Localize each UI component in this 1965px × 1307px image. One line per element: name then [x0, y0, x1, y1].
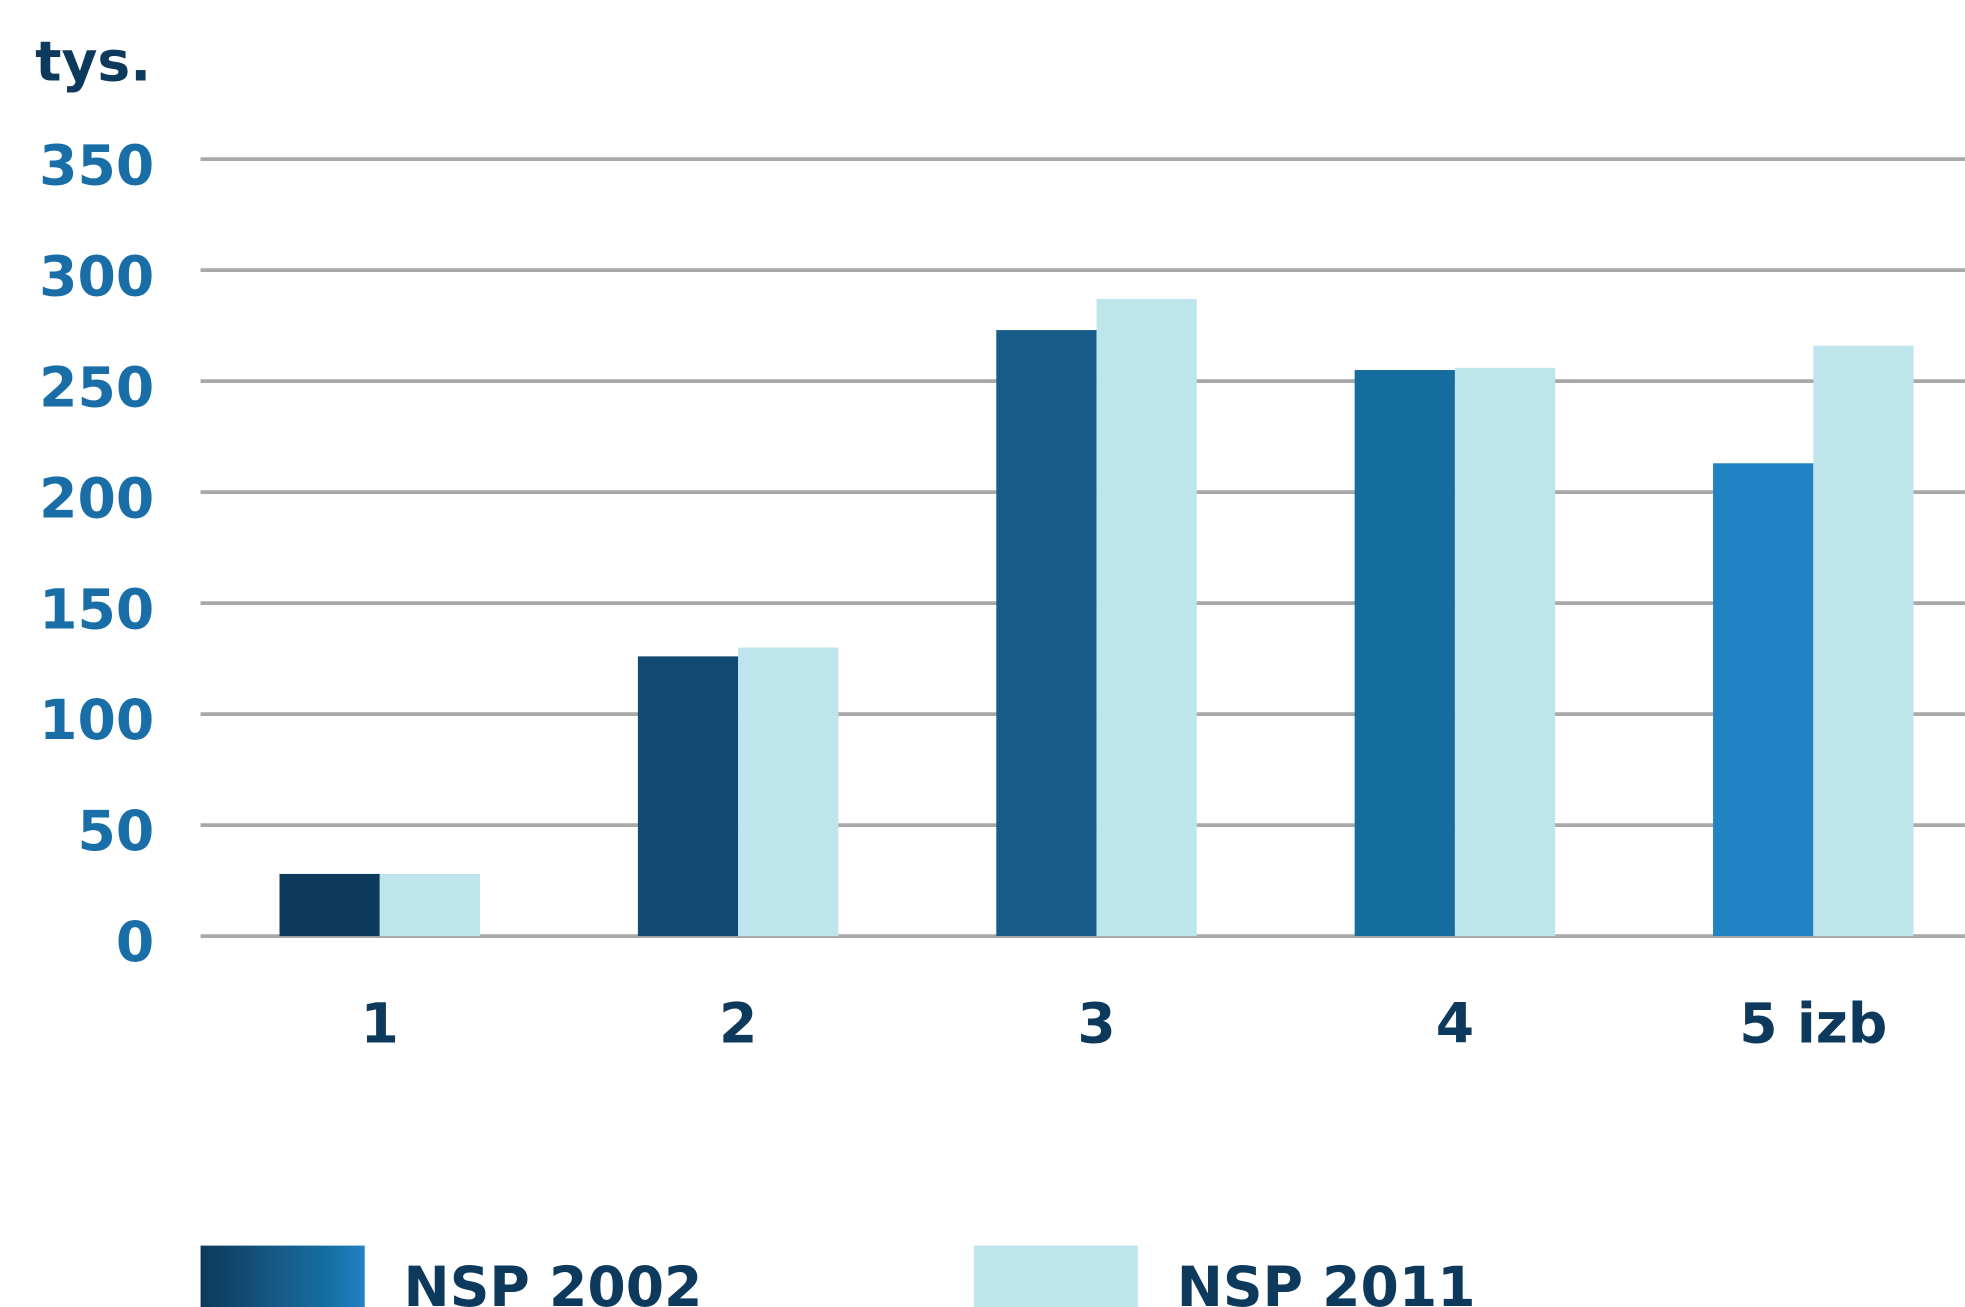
x-tick-label: 5 izb [1739, 993, 1887, 1057]
y-tick-label: 200 [39, 467, 154, 531]
legend-swatch [200, 1245, 365, 1307]
bar [1096, 298, 1197, 937]
bar [1713, 463, 1814, 937]
y-tick-label: 300 [39, 245, 154, 309]
bar [637, 656, 739, 937]
bar [1813, 345, 1914, 937]
y-tick-label: 100 [39, 689, 154, 753]
y-tick-label: 0 [116, 911, 154, 975]
legend-label: NSP 2011 [1177, 1256, 1476, 1307]
legend-label: NSP 2002 [404, 1256, 703, 1307]
y-tick-label: 350 [39, 134, 154, 198]
legend-swatch [973, 1245, 1138, 1307]
bar [379, 873, 481, 937]
y-tick-label: 250 [39, 356, 154, 420]
bar [738, 647, 839, 937]
x-tick-label: 3 [1077, 993, 1115, 1057]
bar [1454, 367, 1556, 937]
y-tick-label: 150 [39, 578, 154, 642]
x-tick-label: 2 [719, 993, 757, 1057]
x-tick-label: 4 [1436, 993, 1474, 1057]
bar [1354, 370, 1455, 937]
bar [996, 330, 1097, 937]
bar [279, 873, 380, 937]
y-axis-label: tys. [35, 30, 151, 94]
x-tick-label: 1 [361, 993, 399, 1057]
y-tick-label: 50 [77, 800, 154, 864]
